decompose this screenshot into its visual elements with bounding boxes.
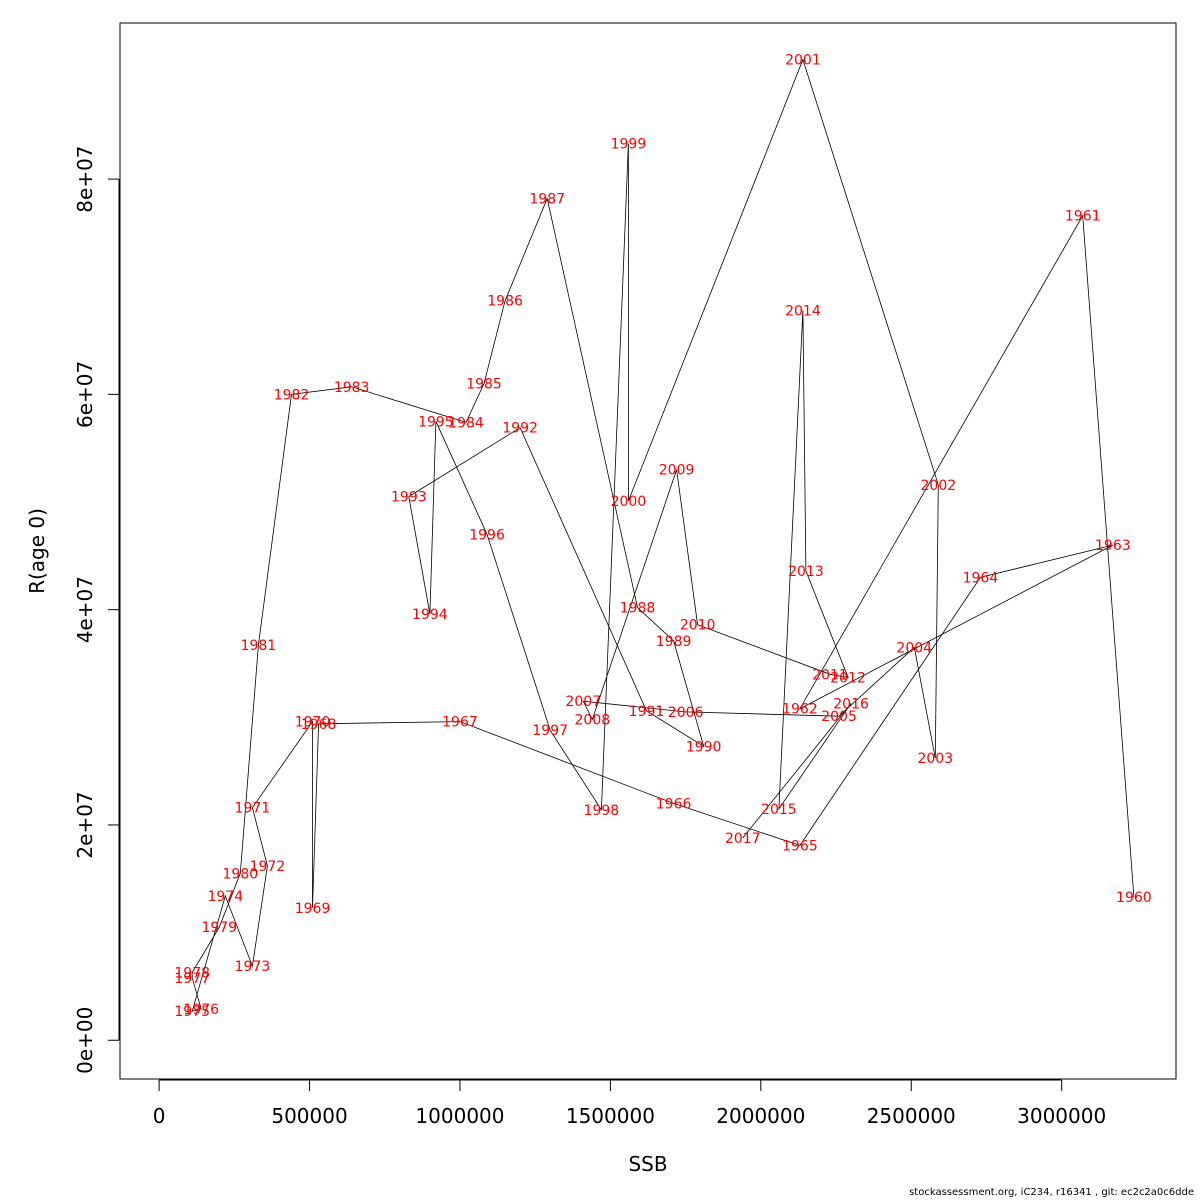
point-label-1989: 1989 xyxy=(656,634,692,650)
point-label-2016: 2016 xyxy=(833,696,869,712)
x-tick-label: 0 xyxy=(153,1104,166,1128)
point-label-1988: 1988 xyxy=(620,601,656,617)
point-label-2013: 2013 xyxy=(788,564,824,580)
point-label-1963: 1963 xyxy=(1095,538,1131,554)
point-label-2005: 2005 xyxy=(821,709,857,725)
point-label-1992: 1992 xyxy=(502,421,538,437)
point-label-1984: 1984 xyxy=(448,415,484,431)
point-label-1991: 1991 xyxy=(629,704,665,720)
x-tick-label: 500000 xyxy=(271,1104,347,1128)
point-label-2000: 2000 xyxy=(611,494,647,510)
point-label-1961: 1961 xyxy=(1065,209,1101,225)
x-tick-label: 3000000 xyxy=(1017,1104,1106,1128)
y-tick-label: 0e+00 xyxy=(73,1007,97,1074)
point-label-2003: 2003 xyxy=(917,751,953,767)
point-label-1978: 1978 xyxy=(174,965,210,981)
point-label-1971: 1971 xyxy=(235,801,271,817)
point-label-1979: 1979 xyxy=(201,920,237,936)
point-label-1995: 1995 xyxy=(418,414,454,430)
point-label-1976: 1976 xyxy=(183,1002,219,1018)
point-label-2001: 2001 xyxy=(785,53,821,69)
point-label-1980: 1980 xyxy=(223,866,259,882)
point-label-1968: 1968 xyxy=(301,717,337,733)
x-tick-label: 2500000 xyxy=(867,1104,956,1128)
point-label-1997: 1997 xyxy=(532,723,568,739)
plot-frame xyxy=(119,22,1177,1080)
y-axis-title: R(age 0) xyxy=(25,508,49,594)
y-tick-label: 4e+07 xyxy=(73,576,97,643)
x-tick-label: 1500000 xyxy=(566,1104,655,1128)
series-line xyxy=(191,58,1135,1012)
point-label-2017: 2017 xyxy=(725,831,761,847)
point-label-1962: 1962 xyxy=(782,702,818,718)
point-label-1985: 1985 xyxy=(466,377,502,393)
point-label-1960: 1960 xyxy=(1116,890,1152,906)
point-label-1996: 1996 xyxy=(469,527,505,543)
point-label-1964: 1964 xyxy=(963,570,999,586)
point-label-2006: 2006 xyxy=(668,705,704,721)
point-label-2010: 2010 xyxy=(680,618,716,634)
point-label-1965: 1965 xyxy=(782,838,818,854)
point-label-2002: 2002 xyxy=(921,478,957,494)
point-label-1981: 1981 xyxy=(241,638,277,654)
point-label-1973: 1973 xyxy=(235,959,271,975)
y-tick-label: 8e+07 xyxy=(73,145,97,212)
point-label-1975: 1975 xyxy=(174,1004,210,1020)
point-label-1993: 1993 xyxy=(391,490,427,506)
point-label-1977: 1977 xyxy=(174,971,210,987)
point-label-1987: 1987 xyxy=(529,191,565,207)
point-label-1974: 1974 xyxy=(207,889,243,905)
point-label-1969: 1969 xyxy=(295,901,331,917)
y-tick-label: 6e+07 xyxy=(73,361,97,428)
point-label-1972: 1972 xyxy=(250,859,286,875)
point-label-2012: 2012 xyxy=(830,670,866,686)
point-label-1970: 1970 xyxy=(295,715,331,731)
point-label-1998: 1998 xyxy=(584,803,620,819)
point-label-1999: 1999 xyxy=(611,137,647,153)
point-label-1994: 1994 xyxy=(412,607,448,623)
point-label-2007: 2007 xyxy=(565,694,601,710)
x-axis: 0 500000 1000000 1500000 2000000 2500000 30000… xyxy=(153,1079,1106,1128)
point-label-1967: 1967 xyxy=(442,715,478,731)
point-label-2008: 2008 xyxy=(575,712,611,728)
footer-credit: stockassessment.org, iC234, r16341 , git… xyxy=(909,1187,1194,1198)
x-axis-title: SSB xyxy=(628,1152,667,1176)
point-label-2011: 2011 xyxy=(812,667,848,683)
point-label-2015: 2015 xyxy=(761,802,797,818)
point-label-1982: 1982 xyxy=(274,387,310,403)
x-tick-label: 1000000 xyxy=(415,1104,504,1128)
point-label-1986: 1986 xyxy=(487,294,523,310)
point-label-1990: 1990 xyxy=(686,739,722,755)
point-label-2009: 2009 xyxy=(659,463,695,479)
x-tick-label: 2000000 xyxy=(716,1104,805,1128)
y-tick-label: 2e+07 xyxy=(73,791,97,858)
point-label-1966: 1966 xyxy=(656,796,692,812)
point-label-2014: 2014 xyxy=(785,303,821,319)
series-path xyxy=(191,58,1135,1012)
point-label-1983: 1983 xyxy=(334,380,370,396)
point-labels: 1960 1961 1962 1963 1964 1965 1966 1967 1968 1969… xyxy=(174,53,1151,1021)
y-axis: 0e+00 2e+07 4e+07 6e+07 8e+07 xyxy=(73,145,120,1074)
point-label-2004: 2004 xyxy=(896,640,932,656)
